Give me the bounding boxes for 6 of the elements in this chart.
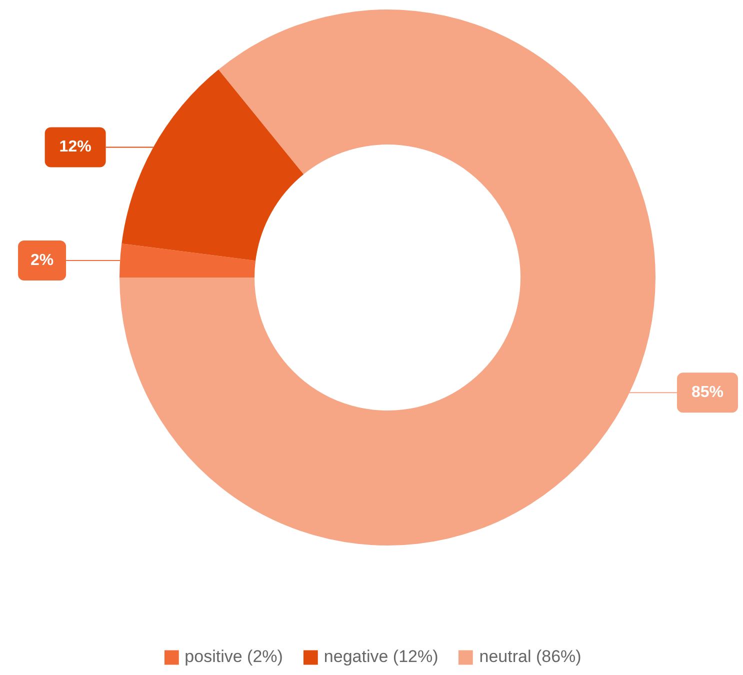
legend-label: positive (2%) <box>184 647 283 667</box>
data-label: 12% <box>59 138 92 156</box>
legend-label: negative (12%) <box>324 647 438 667</box>
data-label: 2% <box>30 252 54 269</box>
legend-label: neutral (86%) <box>479 647 582 667</box>
data-label: 85% <box>691 384 724 402</box>
